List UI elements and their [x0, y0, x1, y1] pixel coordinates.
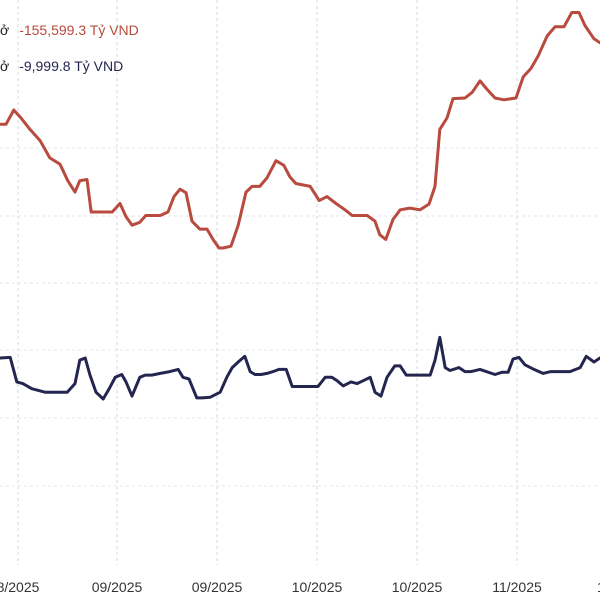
x-axis-ticks: 8/2025 09/2025 09/2025 10/2025 10/2025 11/202… — [0, 579, 600, 595]
chart-lines — [0, 11, 600, 401]
x-tick-label-6: 1 — [597, 579, 600, 595]
legend-label-1: ở — [0, 58, 10, 74]
x-tick-label-4: 10/2025 — [392, 579, 443, 595]
chart-grid — [0, 0, 600, 565]
legend-label-0: ở — [0, 22, 10, 38]
x-tick-label-3: 10/2025 — [292, 579, 343, 595]
legend-value-1: -9,999.8 Tỷ VND — [19, 58, 124, 74]
series-line-1 — [0, 335, 600, 401]
legend-entry-1: ở -9,999.8 Tỷ VND — [0, 58, 123, 74]
x-tick-label-1: 09/2025 — [92, 579, 143, 595]
series-line-0 — [0, 11, 600, 250]
legend-value-0: -155,599.3 Tỷ VND — [19, 22, 139, 38]
x-tick-label-0: 8/2025 — [0, 579, 40, 595]
x-tick-label-5: 11/2025 — [492, 579, 542, 595]
legend-entry-0: ở -155,599.3 Tỷ VND — [0, 22, 139, 38]
x-tick-label-2: 09/2025 — [192, 579, 243, 595]
